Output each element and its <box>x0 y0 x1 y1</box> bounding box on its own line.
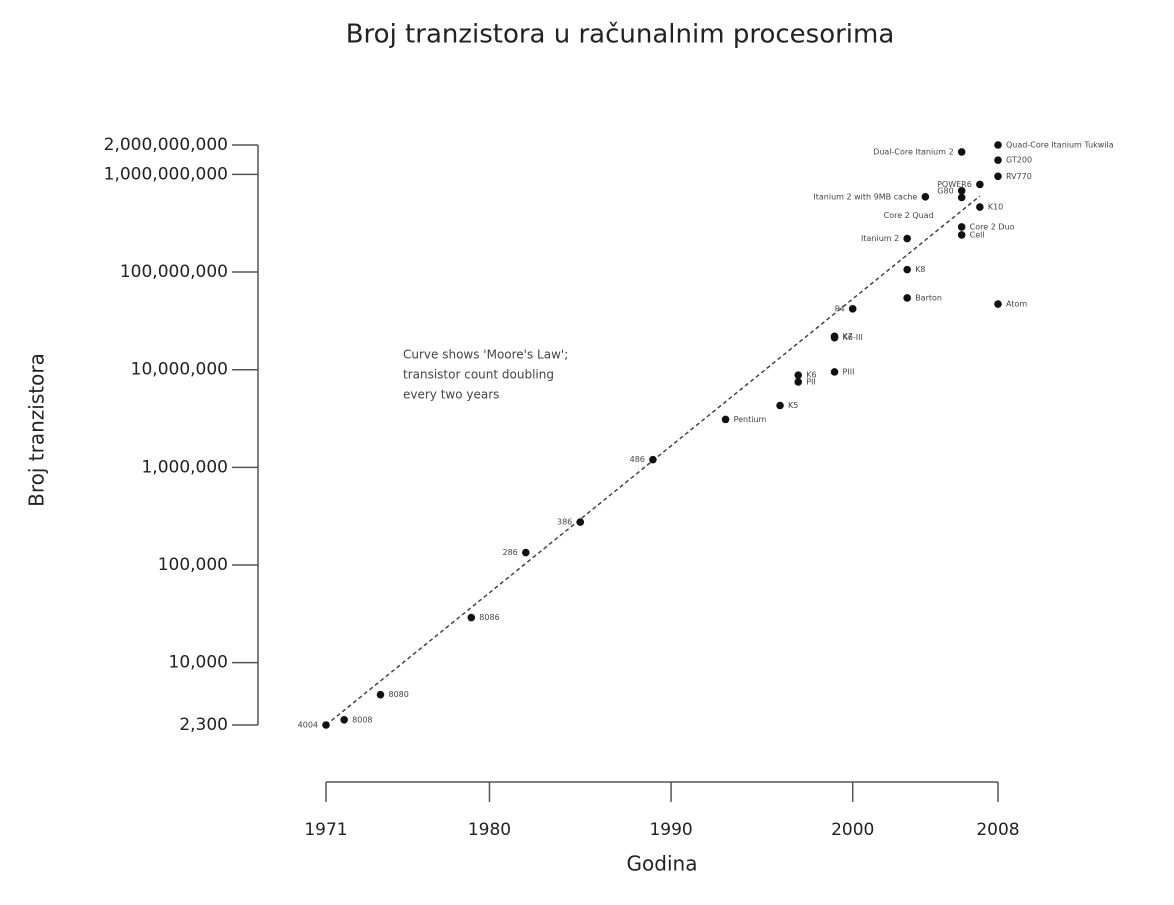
point-label: Dual-Core Itanium 2 <box>873 147 954 156</box>
y-tick-label: 100,000,000 <box>120 262 228 282</box>
point-label: Core 2 Duo <box>970 222 1015 231</box>
y-tick-label: 10,000 <box>169 653 228 673</box>
point-label: Itanium 2 <box>861 234 899 243</box>
data-point <box>340 716 348 724</box>
data-point <box>794 371 803 379</box>
point-label: G80 <box>937 186 953 195</box>
point-label: Pentium <box>734 415 767 424</box>
y-tick-label: 100,000 <box>158 555 228 575</box>
point-label: Cell <box>970 230 985 239</box>
chart-title: Broj tranzistora u računalnim procesorim… <box>346 20 895 50</box>
data-point <box>649 455 657 464</box>
point-label: K6-III <box>843 333 863 342</box>
data-point <box>957 193 966 202</box>
point-label: Barton <box>915 293 942 302</box>
data-point <box>976 203 984 211</box>
data-point <box>994 172 1002 181</box>
data-point <box>957 231 966 239</box>
data-point <box>903 265 911 274</box>
point-label: GT200 <box>1006 156 1032 165</box>
point-label: Core 2 Quad <box>884 211 934 220</box>
point-label: PII <box>806 377 816 386</box>
y-tick-label: 10,000,000 <box>131 360 228 380</box>
data-point <box>776 401 784 410</box>
data-point <box>921 192 930 201</box>
y-tick-label: 1,000,000 <box>141 457 228 477</box>
data-point <box>830 368 839 376</box>
data-point <box>794 378 803 386</box>
point-label: K8 <box>915 265 925 274</box>
point-label: Atom <box>1006 300 1027 309</box>
x-tick-label: 1980 <box>468 820 511 840</box>
data-point <box>976 180 984 189</box>
point-label: Quad-Core Itanium Tukwila <box>1006 141 1114 150</box>
annotation: every two years <box>403 388 499 402</box>
data-point <box>994 141 1002 149</box>
data-point <box>903 234 911 243</box>
x-tick-label: 2008 <box>976 820 1019 840</box>
point-label: Itanium 2 with 9MB cache <box>813 192 917 201</box>
point-label: K10 <box>988 203 1003 212</box>
point-label: 8008 <box>352 715 372 724</box>
x-tick-label: 2000 <box>831 820 874 840</box>
data-point <box>322 721 330 729</box>
point-label: P4 <box>835 304 845 313</box>
y-axis-label: Broj tranzistora <box>25 353 49 507</box>
point-label: 8080 <box>388 690 408 699</box>
y-tick-label: 2,300 <box>179 715 228 735</box>
data-point <box>903 294 911 302</box>
point-label: K7 <box>843 332 853 341</box>
data-point <box>994 156 1002 164</box>
data-point <box>848 305 857 313</box>
y-tick-label: 1,000,000,000 <box>104 164 228 184</box>
data-point <box>957 148 966 156</box>
y-tick-label: 2,000,000,000 <box>104 135 228 155</box>
point-label: 386 <box>557 518 572 527</box>
point-label: 486 <box>630 455 645 464</box>
data-point <box>721 415 730 424</box>
point-label: K6 <box>806 371 816 380</box>
x-tick-label: 1990 <box>649 820 692 840</box>
data-point <box>376 690 385 699</box>
annotation: Curve shows 'Moore's Law'; <box>403 348 568 362</box>
x-axis-label: Godina <box>627 852 698 876</box>
data-point <box>467 613 476 622</box>
data-point <box>521 548 530 557</box>
data-point <box>830 333 839 342</box>
data-point <box>994 300 1002 308</box>
point-label: 8086 <box>479 613 499 622</box>
point-label: 4004 <box>298 721 318 730</box>
data-point <box>957 186 966 195</box>
point-label: PIII <box>843 367 855 376</box>
point-label: K5 <box>788 401 798 410</box>
data-point <box>957 223 966 231</box>
point-label: RV770 <box>1006 172 1032 181</box>
point-label: POWER6 <box>937 180 972 189</box>
x-tick-label: 1971 <box>304 820 347 840</box>
data-point <box>576 518 585 526</box>
point-label: 286 <box>503 548 518 557</box>
annotation: transistor count doubling <box>403 368 554 382</box>
